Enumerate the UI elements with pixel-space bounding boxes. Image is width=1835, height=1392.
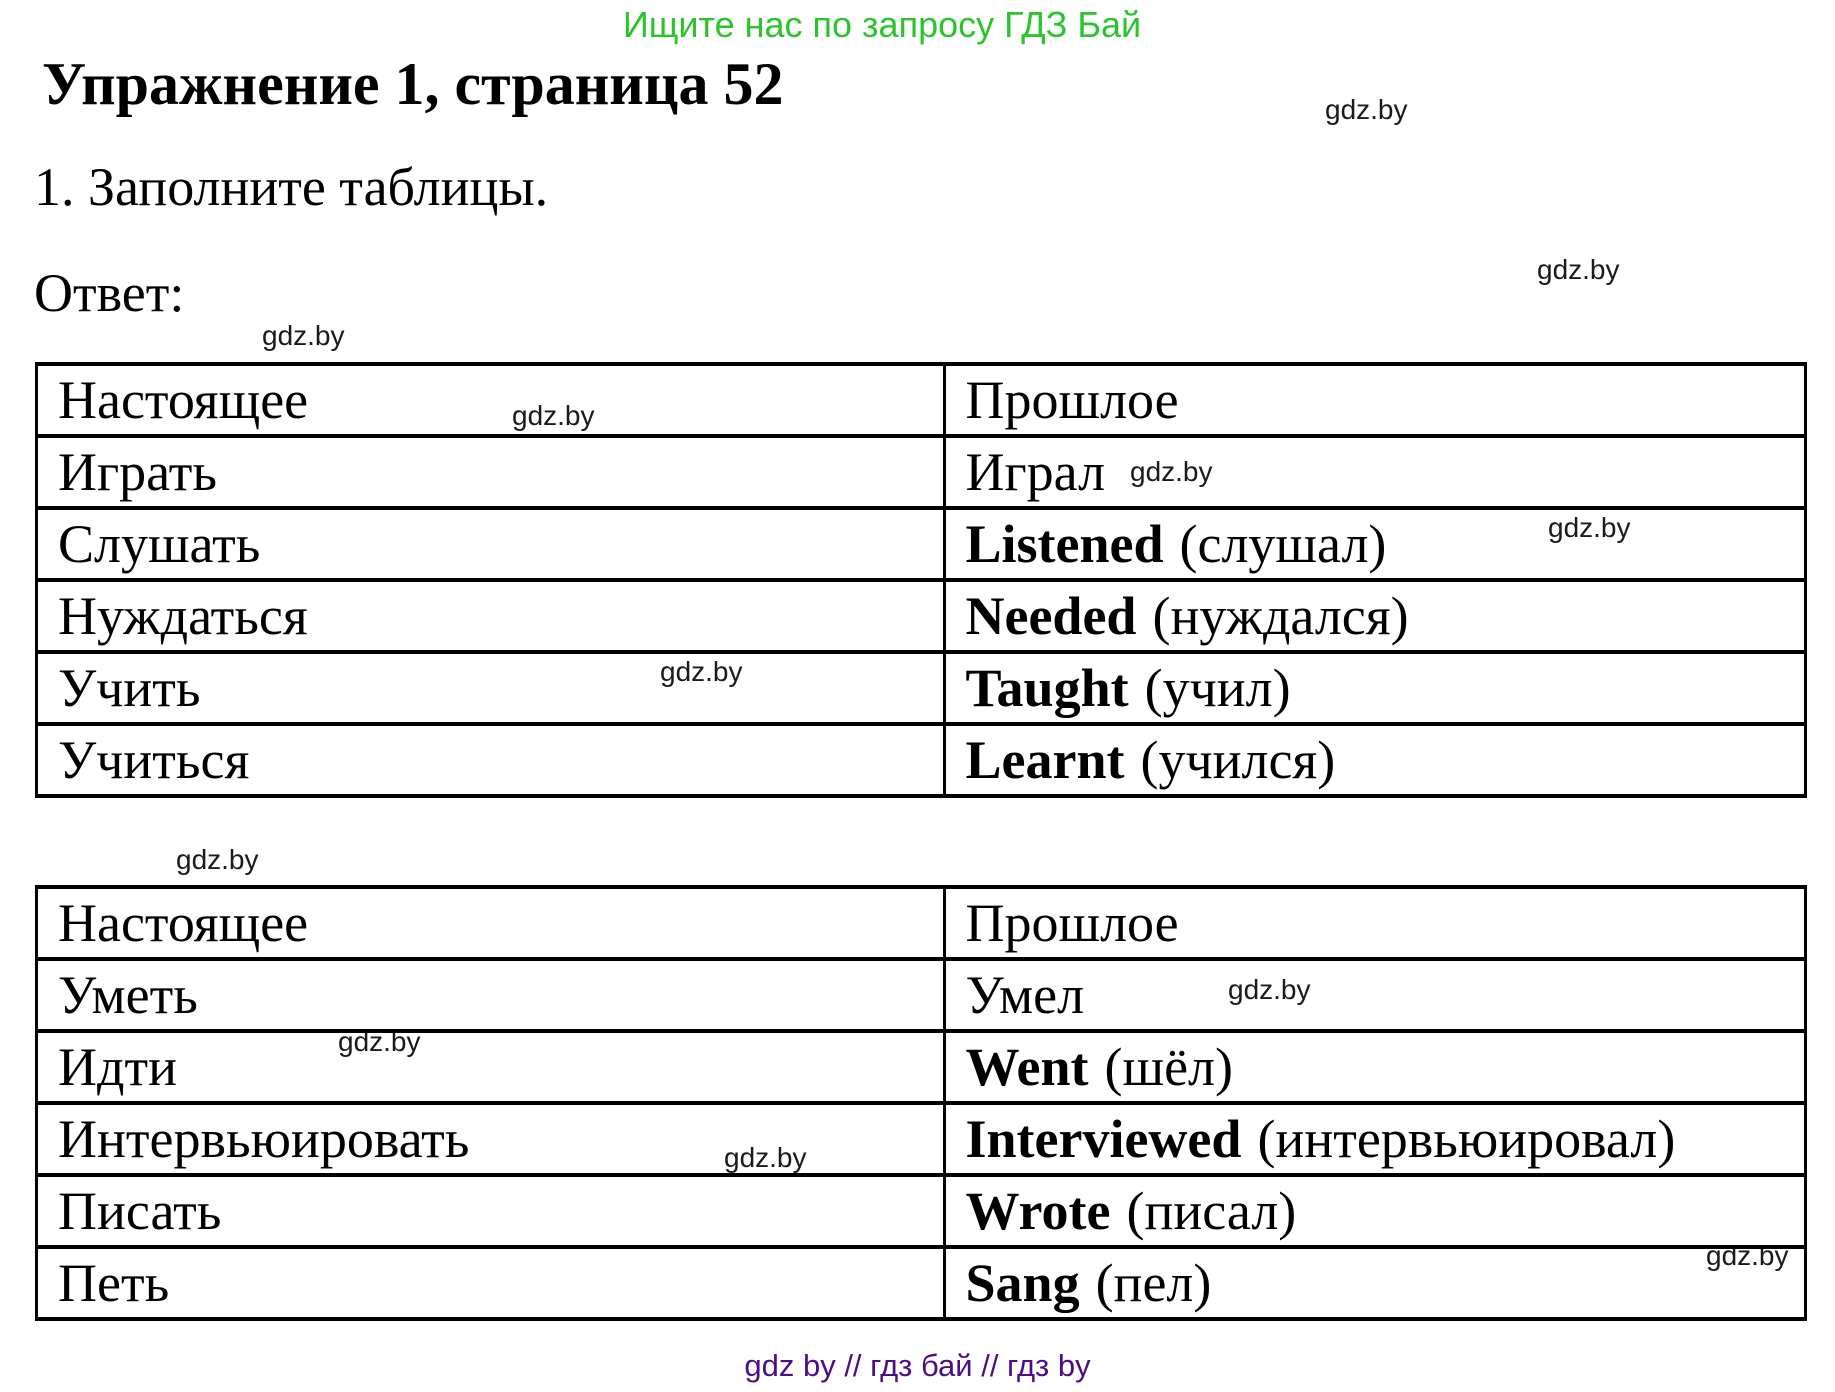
present-cell: Учить (36, 650, 946, 726)
past-english: Learnt (965, 730, 1125, 790)
past-russian: (шёл) (1104, 1037, 1233, 1097)
table-row: Играть Играл (36, 434, 1806, 510)
table-row: Нуждаться Needed (нуждался) (36, 578, 1806, 654)
past-cell: Interviewed (интервьюировал) (944, 1101, 1806, 1177)
past-russian: (пел) (1095, 1253, 1212, 1313)
past-english: Wrote (965, 1181, 1111, 1241)
past-english: Sang (965, 1253, 1080, 1313)
table-row: Петь Sang (пел) (36, 1245, 1806, 1321)
past-russian: (слушал) (1179, 514, 1387, 574)
table-row: Идти Went (шёл) (36, 1029, 1806, 1105)
past-english: Went (965, 1037, 1089, 1097)
gdz-watermark: gdz.by (176, 844, 259, 875)
header-cell-past: Прошлое (944, 885, 1806, 961)
past-russian: (интервьюировал) (1257, 1109, 1676, 1169)
present-cell: Писать (36, 1173, 946, 1249)
table-row: Писать Wrote (писал) (36, 1173, 1806, 1249)
past-cell: Needed (нуждался) (944, 578, 1806, 654)
present-cell: Интервьюировать (36, 1101, 946, 1177)
table-row: Интервьюировать Interviewed (интервьюиров… (36, 1101, 1806, 1177)
past-cell: Taught (учил) (944, 650, 1806, 726)
past-cell: Went (шёл) (944, 1029, 1806, 1105)
present-cell: Играть (36, 434, 946, 510)
table-row: Слушать Listened (слушал) (36, 506, 1806, 582)
present-cell: Уметь (36, 957, 946, 1033)
present-cell: Идти (36, 1029, 946, 1105)
past-russian: (писал) (1126, 1181, 1297, 1241)
table-row: Учиться Learnt (учился) (36, 722, 1806, 798)
past-cell: Играл (944, 434, 1806, 510)
table-row: Уметь Умел (36, 957, 1806, 1033)
gdz-watermark: gdz.by (1325, 94, 1408, 125)
past-russian: Играл (965, 442, 1106, 502)
header-cell-present: Настоящее (36, 885, 946, 961)
past-russian: Умел (965, 965, 1085, 1025)
promo-banner-text: Ищите нас по запросу ГДЗ Бай (622, 4, 1142, 45)
header-cell-past: Прошлое (944, 362, 1806, 438)
past-cell: Wrote (писал) (944, 1173, 1806, 1249)
past-cell: Умел (944, 957, 1806, 1033)
present-cell: Учиться (36, 722, 946, 798)
past-english: Interviewed (965, 1109, 1242, 1169)
past-english: Taught (965, 658, 1129, 718)
past-cell: Sang (пел) (944, 1245, 1806, 1321)
past-cell: Listened (слушал) (944, 506, 1806, 582)
past-english: Listened (965, 514, 1164, 574)
page-title: Упражнение 1, страница 52 (42, 51, 784, 117)
verb-table-1: Настоящее Прошлое Играть Играл Слушать L… (35, 362, 1807, 798)
past-english: Needed (965, 586, 1137, 646)
present-cell: Слушать (36, 506, 946, 582)
past-cell: Learnt (учился) (944, 722, 1806, 798)
task-text: 1. Заполните таблицы. (34, 157, 549, 217)
footer-keywords: gdz by // гдз бай // гдз by (744, 1348, 1091, 1383)
gdz-watermark: gdz.by (262, 320, 345, 351)
past-russian: (учился) (1140, 730, 1336, 790)
past-russian: (нуждался) (1152, 586, 1409, 646)
header-cell-present: Настоящее (36, 362, 946, 438)
table-header-row: Настоящее Прошлое (36, 362, 1806, 438)
verb-table-2: Настоящее Прошлое Уметь Умел Идти Went (ш… (35, 885, 1807, 1321)
table-header-row: Настоящее Прошлое (36, 885, 1806, 961)
past-russian: (учил) (1144, 658, 1291, 718)
answer-label: Ответ: (34, 263, 185, 323)
present-cell: Петь (36, 1245, 946, 1321)
gdz-watermark: gdz.by (1537, 254, 1620, 285)
present-cell: Нуждаться (36, 578, 946, 654)
table-row: Учить Taught (учил) (36, 650, 1806, 726)
